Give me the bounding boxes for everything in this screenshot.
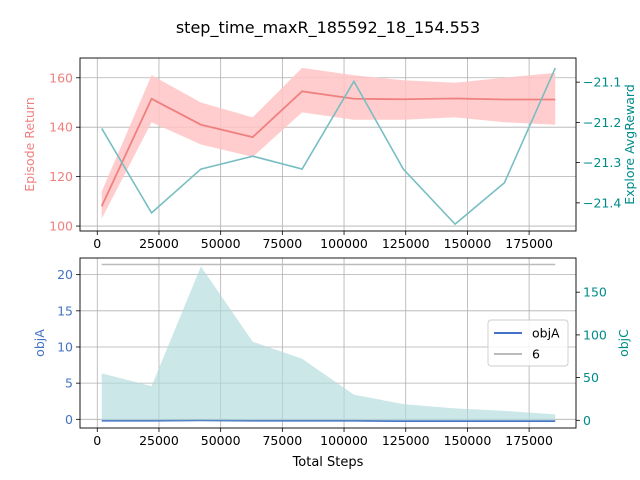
y-right-tick-label: 100 bbox=[583, 327, 607, 342]
y-right-tick-label: 0 bbox=[583, 413, 591, 428]
x-tick-label: 175000 bbox=[505, 433, 553, 448]
figure-title: step_time_maxR_185592_18_154.553 bbox=[176, 18, 480, 38]
x-tick-label: 75000 bbox=[262, 433, 302, 448]
y-right-tick-label: −21.3 bbox=[583, 155, 621, 170]
x-tick-label: 100000 bbox=[320, 236, 368, 251]
y-left-tick-label: 5 bbox=[65, 376, 73, 391]
return-confidence-band bbox=[101, 67, 556, 219]
x-tick-label: 125000 bbox=[382, 433, 430, 448]
y-left-axis-label: Episode Return bbox=[22, 97, 37, 192]
legend-label: 6 bbox=[532, 347, 540, 362]
bottom-chart-panel: 0 25000 50000 75000 100000 125000 150000 175000… bbox=[32, 257, 631, 470]
y-left-tick-label: 100 bbox=[49, 219, 73, 234]
y-left-tick-label: 140 bbox=[49, 120, 73, 135]
y-left-tick-label: 160 bbox=[49, 70, 73, 85]
episode-return-line bbox=[100, 90, 556, 207]
y-right-tick-label: −21.1 bbox=[583, 75, 621, 90]
x-tick-label: 50000 bbox=[201, 433, 241, 448]
x-tick-label: 150000 bbox=[444, 433, 492, 448]
x-axis-label: Total Steps bbox=[292, 455, 364, 470]
y-left-tick-label: 10 bbox=[57, 339, 73, 354]
y-right-tick-label: −21.4 bbox=[583, 195, 621, 210]
y-left-tick-label: 0 bbox=[65, 412, 73, 427]
y-right-axis-label: Explore AvgReward bbox=[622, 84, 637, 205]
x-tick-label: 125000 bbox=[382, 236, 430, 251]
x-tick-label: 75000 bbox=[262, 236, 302, 251]
x-tick-label: 100000 bbox=[320, 433, 368, 448]
objA-line bbox=[101, 419, 556, 423]
y-right-tick-label: 50 bbox=[583, 370, 599, 385]
y-left-tick-label: 20 bbox=[57, 267, 73, 282]
y-right-tick-label: −21.2 bbox=[583, 115, 621, 130]
y-right-tick-label: 150 bbox=[583, 285, 607, 300]
legend: objA 6 bbox=[487, 319, 569, 367]
x-tick-label: 50000 bbox=[201, 236, 241, 251]
x-tick-label: 0 bbox=[93, 433, 101, 448]
x-tick-label: 175000 bbox=[505, 236, 553, 251]
y-left-axis-label: objA bbox=[32, 329, 47, 357]
x-tick-label: 150000 bbox=[444, 236, 492, 251]
explore-avgreward-line bbox=[101, 67, 556, 226]
x-tick-label: 25000 bbox=[139, 433, 179, 448]
plot-frame bbox=[79, 57, 577, 232]
y-right-axis-label: objC bbox=[616, 329, 631, 357]
y-left-tick-label: 120 bbox=[49, 169, 73, 184]
x-tick-label: 25000 bbox=[139, 236, 179, 251]
x-tick-label: 0 bbox=[93, 236, 101, 251]
legend-label: objA bbox=[532, 326, 560, 341]
y-left-tick-label: 15 bbox=[57, 303, 73, 318]
top-chart-panel: 0 25000 50000 75000 100000 125000 150000 175000… bbox=[22, 57, 637, 251]
objC-area bbox=[101, 266, 556, 421]
plot-frame bbox=[79, 257, 577, 429]
